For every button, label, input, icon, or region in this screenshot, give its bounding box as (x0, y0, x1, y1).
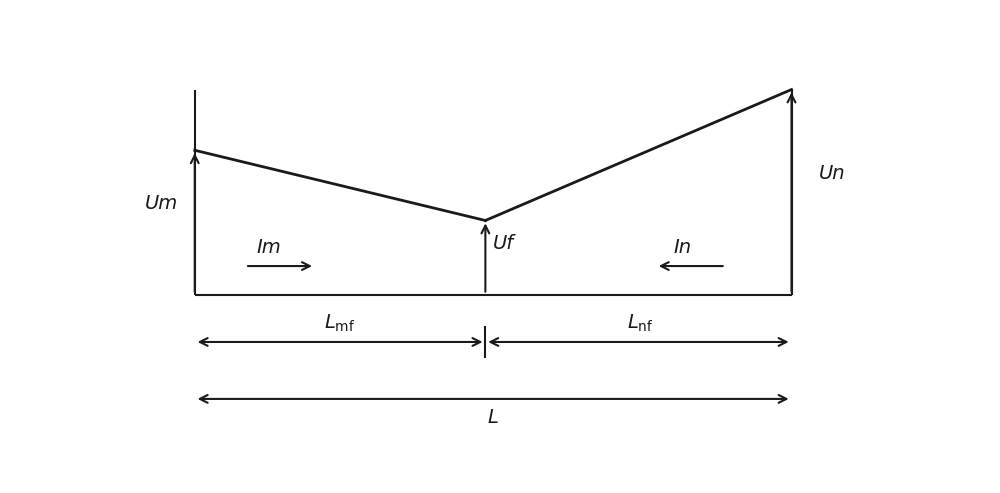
Text: In: In (674, 238, 692, 256)
Text: Un: Un (819, 164, 845, 182)
Text: Im: Im (256, 238, 281, 256)
Text: L: L (488, 408, 499, 427)
Text: Um: Um (144, 194, 178, 213)
Text: Uf: Uf (493, 234, 514, 253)
Text: $L_{\mathrm{nf}}$: $L_{\mathrm{nf}}$ (627, 313, 654, 334)
Text: $L_{\mathrm{mf}}$: $L_{\mathrm{mf}}$ (324, 313, 355, 334)
